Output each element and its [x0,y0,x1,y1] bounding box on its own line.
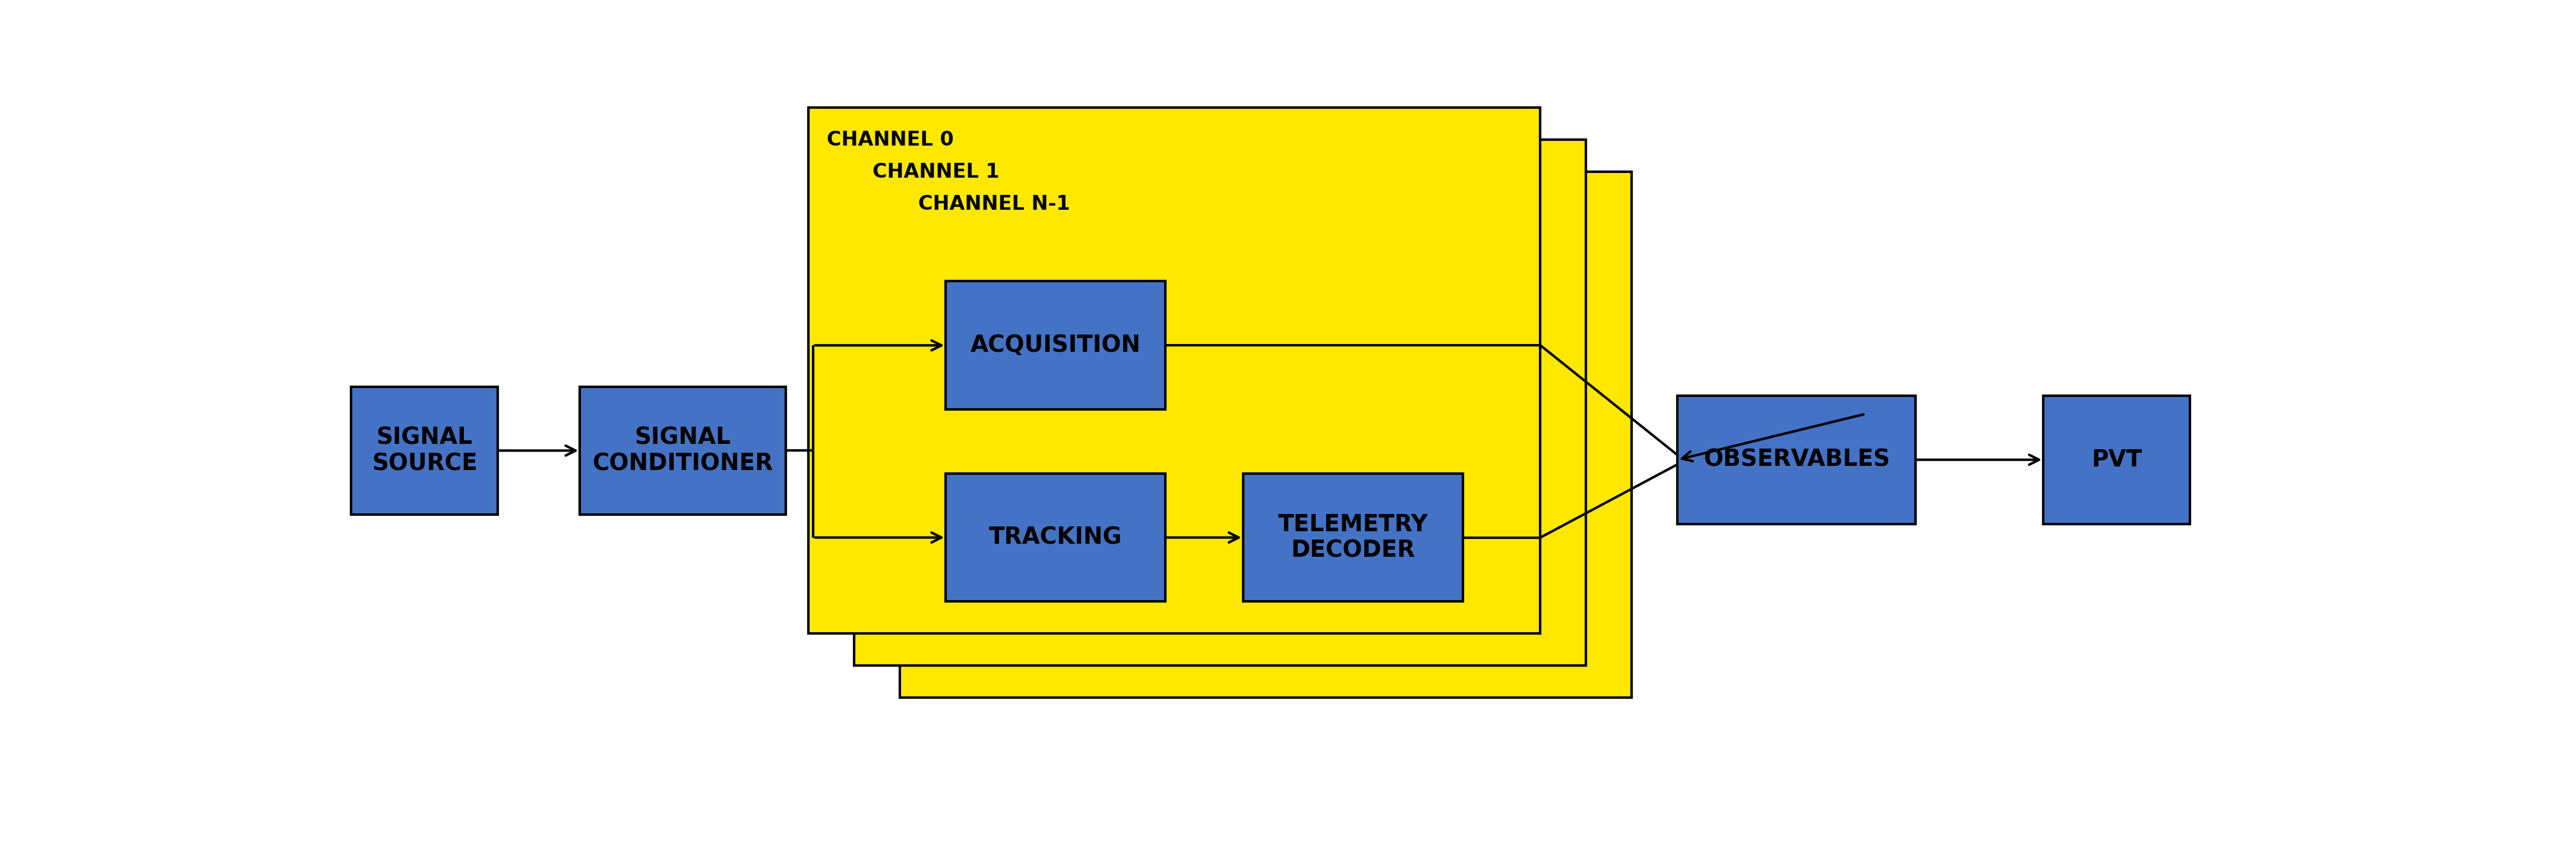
Bar [580,387,786,515]
Text: PVT: PVT [2092,449,2143,471]
Bar [945,282,1164,410]
Text: TELEMETRY
DECODER: TELEMETRY DECODER [1278,513,1427,562]
Text: TRACKING: TRACKING [989,526,1123,548]
Text: CHANNEL 1: CHANNEL 1 [873,163,999,182]
Bar [1677,396,1917,523]
Text: ACQUISITION: ACQUISITION [971,334,1141,356]
Bar [945,474,1164,602]
Bar [1244,474,1463,602]
Bar [899,171,1631,697]
Text: OBSERVABLES: OBSERVABLES [1703,449,1891,471]
Bar [855,139,1587,666]
Text: CHANNEL 0: CHANNEL 0 [827,130,953,150]
Text: SIGNAL
CONDITIONER: SIGNAL CONDITIONER [592,426,773,475]
Bar [350,387,497,515]
Bar [809,108,1540,634]
Bar [2043,396,2190,523]
Text: SIGNAL
SOURCE: SIGNAL SOURCE [371,426,477,475]
Text: CHANNEL N-1: CHANNEL N-1 [920,195,1069,214]
